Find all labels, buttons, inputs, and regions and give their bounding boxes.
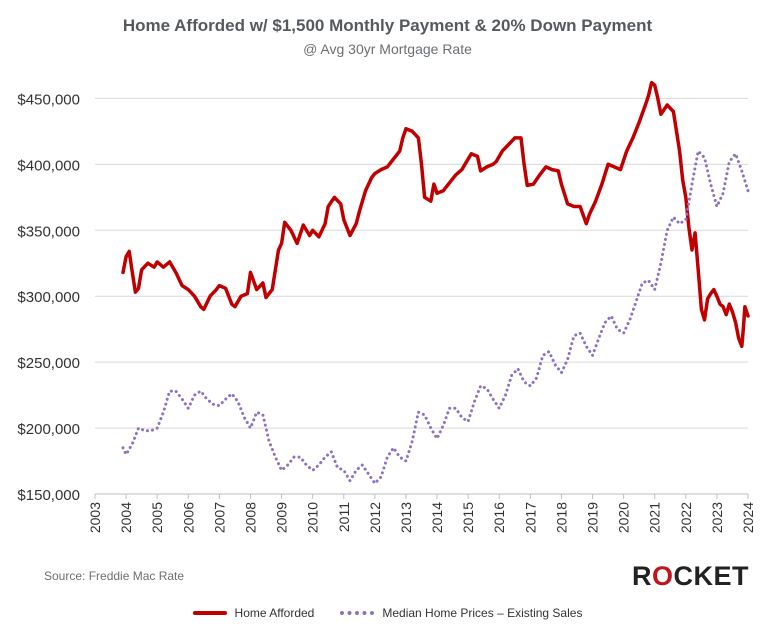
x-tick-label: 2017 — [522, 502, 538, 533]
x-tick-label: 2007 — [211, 502, 227, 533]
legend-item-home-afforded: Home Afforded — [192, 606, 315, 620]
legend-label-home-afforded: Home Afforded — [234, 606, 315, 620]
x-tick-label: 2009 — [274, 502, 290, 533]
logo-text-pre: R — [632, 561, 652, 591]
y-tick-label: $200,000 — [17, 421, 80, 438]
line-chart: $150,000 $200,000 $250,000 $300,000 $350,000… — [17, 80, 756, 533]
x-tick-label: 2015 — [460, 502, 476, 533]
source-note: Source: Freddie Mac Rate — [44, 569, 185, 583]
x-tick-label: 2005 — [149, 502, 165, 533]
x-tick-label: 2021 — [647, 502, 663, 533]
logo-text-post: CKET — [673, 561, 750, 591]
y-tick-label: $150,000 — [17, 487, 80, 504]
x-tick-label: 2014 — [429, 502, 445, 533]
chart-legend: Home Afforded Median Home Prices – Exist… — [0, 606, 775, 620]
logo-text-o: O — [652, 561, 674, 591]
chart-title: Home Afforded w/ $1,500 Monthly Payment … — [122, 16, 653, 35]
x-tick-label: 2020 — [616, 502, 632, 533]
legend-label-median-prices: Median Home Prices – Existing Sales — [382, 606, 583, 620]
x-tick-label: 2008 — [242, 502, 258, 533]
series-line-median-home-prices — [121, 149, 750, 485]
x-tick-label: 2013 — [398, 502, 414, 533]
x-tick-label: 2022 — [678, 502, 694, 533]
y-tick-label: $250,000 — [17, 355, 80, 372]
x-tick-label: 2023 — [709, 502, 725, 533]
y-tick-label: $300,000 — [17, 289, 80, 306]
x-tick-label: 2012 — [367, 502, 383, 533]
y-tick-label: $400,000 — [17, 157, 80, 174]
x-tick-label: 2010 — [305, 502, 321, 533]
x-tick-label: 2019 — [585, 502, 601, 533]
x-tick-label: 2003 — [87, 502, 103, 533]
y-tick-label: $450,000 — [17, 91, 80, 108]
legend-swatch-dotted — [340, 611, 375, 615]
legend-item-median-prices: Median Home Prices – Existing Sales — [340, 606, 582, 620]
x-tick-label: 2016 — [491, 502, 507, 533]
x-tick-label: 2004 — [118, 502, 134, 533]
x-tick-label: 2024 — [740, 502, 756, 533]
y-tick-label: $350,000 — [17, 223, 80, 240]
rocket-logo: ROCKET — [632, 561, 749, 592]
x-tick-label: 2006 — [180, 502, 196, 533]
x-tick-label: 2018 — [553, 502, 569, 533]
legend-swatch-solid — [192, 611, 227, 615]
series-line-home-afforded — [121, 80, 750, 349]
chart-subtitle: @ Avg 30yr Mortgage Rate — [303, 41, 472, 57]
x-tick-label: 2011 — [336, 502, 352, 532]
